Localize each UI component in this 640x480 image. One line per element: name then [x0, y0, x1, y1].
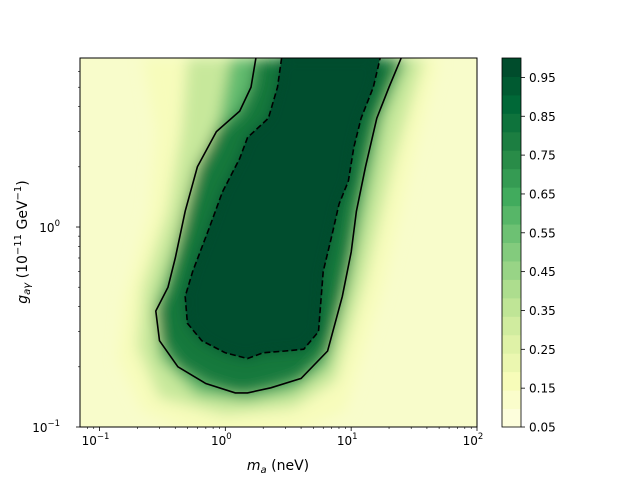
- svg-text:ma (neV): ma (neV): [247, 458, 309, 476]
- colorbar-tick-label: 0.95: [529, 71, 556, 85]
- x-axis-label: ma (neV): [247, 458, 309, 476]
- colorbar-tick-label: 0.45: [529, 265, 556, 279]
- x-axis: 10−1 100 101 102: [82, 427, 484, 448]
- solid-contour: [154, 58, 402, 394]
- colorbar-tick-label: 0.15: [529, 382, 556, 396]
- colorbar: 0.05 0.15 0.25 0.35 0.45 0.55 0.65 0.75 0.85 0.95: [501, 57, 556, 435]
- colorbar-segment: [502, 334, 521, 354]
- colorbar-segment: [502, 408, 521, 428]
- colorbar-segment: [502, 260, 521, 280]
- colorbar-segment: [502, 242, 521, 262]
- y-tick-label: 10−1: [32, 419, 60, 435]
- colorbar-segment: [502, 371, 521, 391]
- colorbar-segment: [502, 113, 521, 133]
- probability-field: [117, 58, 440, 427]
- colorbar-segment: [502, 353, 521, 373]
- colorbar-segment: [502, 390, 521, 410]
- colorbar-segment: [502, 316, 521, 336]
- core-region-glow: [185, 58, 381, 359]
- colorbar-frame: [501, 57, 522, 428]
- colorbar-segment: [502, 131, 521, 151]
- y-tick-label: 100: [39, 219, 60, 235]
- colorbar-segment: [502, 76, 521, 96]
- colorbar-segment: [502, 279, 521, 299]
- colorbar-tick-label: 0.55: [529, 226, 556, 240]
- colorbar-segment: [502, 297, 521, 317]
- colorbar-tick-label: 0.75: [529, 149, 556, 163]
- colorbar-segment: [502, 187, 521, 207]
- colorbar-tick-label: 0.65: [529, 187, 556, 201]
- x-tick-label: 102: [463, 432, 484, 448]
- colorbar-segment: [502, 224, 521, 243]
- colorbar-tick-label: 0.05: [529, 421, 556, 435]
- x-label-symbol: m: [247, 458, 261, 474]
- y-axis-label: gaγ (10−11 GeV−1): [13, 180, 33, 304]
- x-tick-label: 101: [337, 432, 358, 448]
- colorbar-tick-label: 0.85: [529, 110, 556, 124]
- y-axis: 10−1 100: [32, 71, 80, 435]
- contour-lines: [154, 58, 402, 394]
- plot-frame: [79, 57, 478, 428]
- dashed-contour: [184, 58, 381, 360]
- colorbar-segment: [502, 58, 521, 77]
- svg-text:gaγ (10−11 GeV−1): gaγ (10−11 GeV−1): [13, 180, 33, 304]
- x-tick-label: 100: [211, 432, 232, 448]
- colorbar-segment: [502, 168, 521, 188]
- colorbar-tick-label: 0.25: [529, 343, 556, 357]
- colorbar-segment: [502, 150, 521, 170]
- colorbar-segment: [502, 205, 521, 225]
- x-tick-label: 10−1: [82, 432, 110, 448]
- colorbar-segment: [502, 94, 521, 114]
- plot-area: [79, 57, 478, 428]
- colorbar-tick-label: 0.35: [529, 304, 556, 318]
